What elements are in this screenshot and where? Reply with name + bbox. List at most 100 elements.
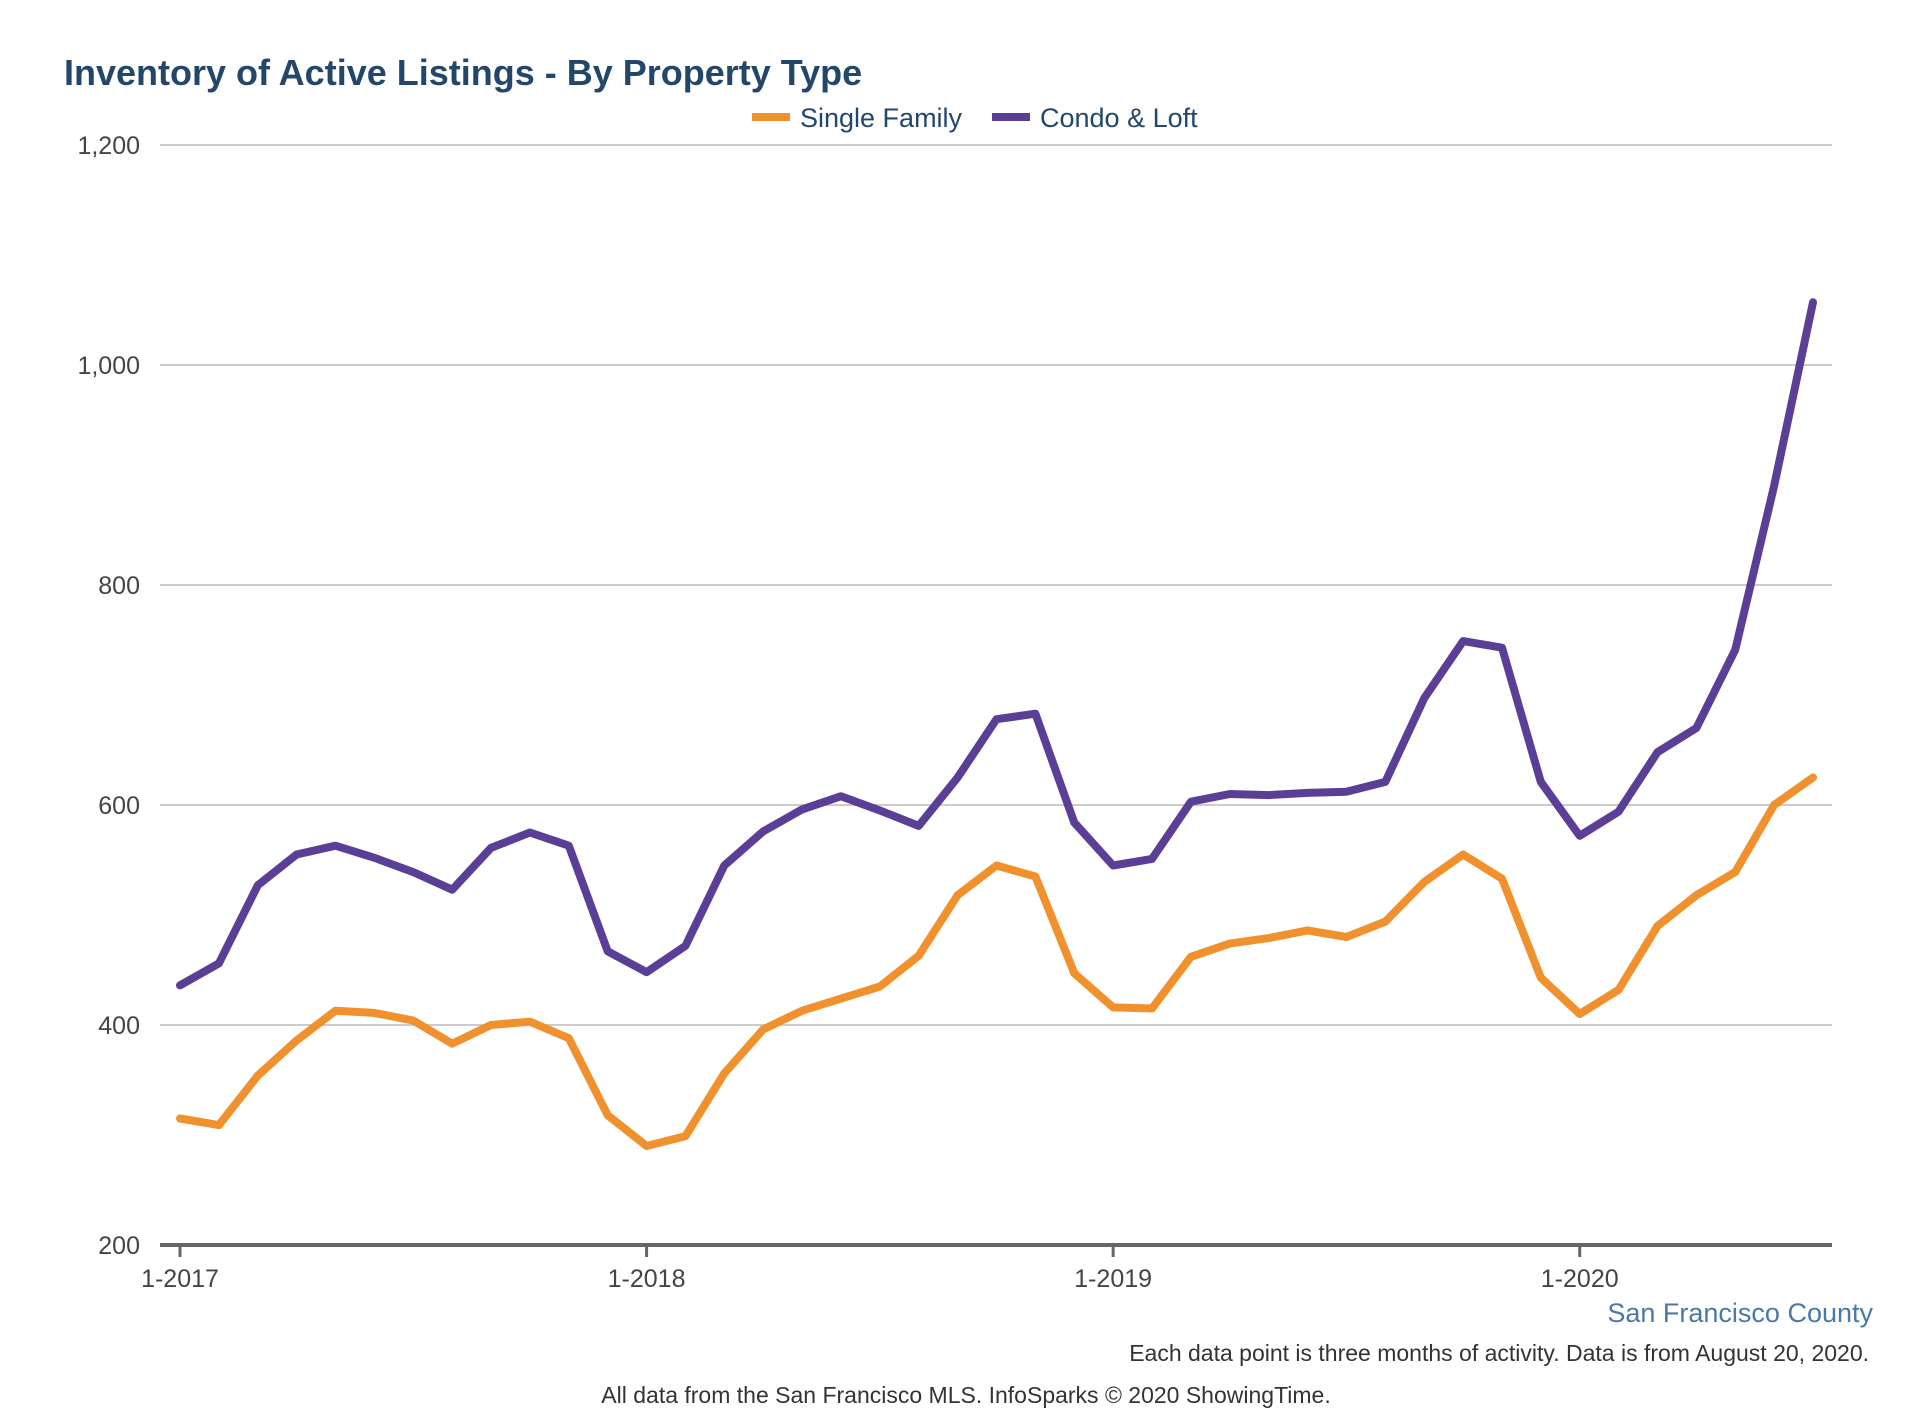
data-point[interactable]: [214, 1120, 224, 1130]
data-point[interactable]: [1069, 968, 1079, 978]
data-point[interactable]: [331, 1006, 341, 1016]
data-point[interactable]: [875, 982, 885, 992]
x-axis: 1-2017 1-2018 1-2019 1-2020: [141, 1243, 1832, 1293]
data-point[interactable]: [836, 994, 846, 1004]
data-point[interactable]: [486, 1020, 496, 1030]
data-point[interactable]: [992, 861, 1002, 871]
data-point[interactable]: [1614, 807, 1624, 817]
data-point[interactable]: [253, 880, 263, 890]
data-point[interactable]: [992, 714, 1002, 724]
data-point[interactable]: [447, 885, 457, 895]
data-point[interactable]: [408, 867, 418, 877]
data-point[interactable]: [603, 946, 613, 956]
data-point[interactable]: [1536, 973, 1546, 983]
data-point[interactable]: [1536, 777, 1546, 787]
data-point[interactable]: [1147, 1004, 1157, 1014]
data-point[interactable]: [680, 941, 690, 951]
data-point[interactable]: [525, 1017, 535, 1027]
data-point[interactable]: [953, 890, 963, 900]
data-point[interactable]: [1303, 925, 1313, 935]
legend-label-single-family[interactable]: Single Family: [800, 103, 963, 133]
data-point[interactable]: [486, 843, 496, 853]
data-point[interactable]: [953, 773, 963, 783]
y-tick-label: 1,200: [77, 132, 140, 160]
data-point[interactable]: [1614, 985, 1624, 995]
data-point[interactable]: [1380, 917, 1390, 927]
data-point[interactable]: [1380, 777, 1390, 787]
data-point[interactable]: [1691, 723, 1701, 733]
data-point[interactable]: [175, 1114, 185, 1124]
data-point[interactable]: [1652, 747, 1662, 757]
data-point[interactable]: [836, 791, 846, 801]
data-point[interactable]: [525, 828, 535, 838]
data-point[interactable]: [1730, 867, 1740, 877]
data-point[interactable]: [1497, 643, 1507, 653]
data-point[interactable]: [1264, 933, 1274, 943]
legend-label-condo-loft[interactable]: Condo & Loft: [1040, 103, 1198, 133]
data-point[interactable]: [175, 980, 185, 990]
data-point[interactable]: [564, 1033, 574, 1043]
data-point[interactable]: [1303, 788, 1313, 798]
data-point[interactable]: [331, 841, 341, 851]
data-point[interactable]: [1186, 952, 1196, 962]
data-point[interactable]: [1147, 854, 1157, 864]
data-point[interactable]: [292, 1035, 302, 1045]
data-point[interactable]: [914, 821, 924, 831]
data-point[interactable]: [797, 804, 807, 814]
y-tick-label: 1,000: [77, 352, 140, 380]
data-point[interactable]: [1108, 861, 1118, 871]
data-point[interactable]: [758, 826, 768, 836]
data-point[interactable]: [1769, 481, 1779, 491]
grid: [160, 144, 1832, 1026]
data-note: Each data point is three months of activ…: [1129, 1340, 1869, 1366]
data-point[interactable]: [1769, 800, 1779, 810]
data-point[interactable]: [1225, 789, 1235, 799]
data-point[interactable]: [1341, 932, 1351, 942]
data-point[interactable]: [292, 850, 302, 860]
data-point[interactable]: [1030, 872, 1040, 882]
data-point[interactable]: [642, 967, 652, 977]
data-point[interactable]: [408, 1016, 418, 1026]
data-point[interactable]: [1730, 645, 1740, 655]
data-point[interactable]: [1575, 1009, 1585, 1019]
data-point[interactable]: [1069, 818, 1079, 828]
data-point[interactable]: [214, 958, 224, 968]
data-point[interactable]: [1108, 1002, 1118, 1012]
data-point[interactable]: [875, 806, 885, 816]
data-point[interactable]: [1341, 787, 1351, 797]
data-point[interactable]: [1808, 773, 1818, 783]
y-tick-label: 800: [98, 572, 140, 600]
data-point[interactable]: [369, 1008, 379, 1018]
data-point[interactable]: [447, 1039, 457, 1049]
x-tick-label: 1-2020: [1541, 1265, 1619, 1293]
data-point[interactable]: [603, 1110, 613, 1120]
data-point[interactable]: [1458, 636, 1468, 646]
data-point[interactable]: [1419, 877, 1429, 887]
data-point[interactable]: [1458, 850, 1468, 860]
series-line-condo-loft[interactable]: [176, 298, 1817, 990]
data-point[interactable]: [1264, 790, 1274, 800]
data-point[interactable]: [1186, 797, 1196, 807]
series-line-single-family[interactable]: [176, 773, 1817, 1150]
data-point[interactable]: [1419, 693, 1429, 703]
data-point[interactable]: [914, 951, 924, 961]
data-point[interactable]: [719, 1068, 729, 1078]
data-point[interactable]: [1225, 939, 1235, 949]
data-point[interactable]: [1808, 297, 1818, 307]
data-point[interactable]: [1030, 709, 1040, 719]
data-point[interactable]: [253, 1071, 263, 1081]
data-point[interactable]: [369, 853, 379, 863]
data-point[interactable]: [680, 1131, 690, 1141]
y-axis-ticks: 200 400 600 800 1,000 1,200: [77, 132, 140, 1260]
data-point[interactable]: [1652, 921, 1662, 931]
data-point[interactable]: [1691, 890, 1701, 900]
data-point[interactable]: [797, 1006, 807, 1016]
data-point[interactable]: [1575, 831, 1585, 841]
data-point[interactable]: [642, 1141, 652, 1151]
data-point[interactable]: [758, 1024, 768, 1034]
data-point[interactable]: [564, 841, 574, 851]
x-tick-label: 1-2018: [608, 1265, 686, 1293]
data-point[interactable]: [1497, 874, 1507, 884]
data-point[interactable]: [719, 861, 729, 871]
